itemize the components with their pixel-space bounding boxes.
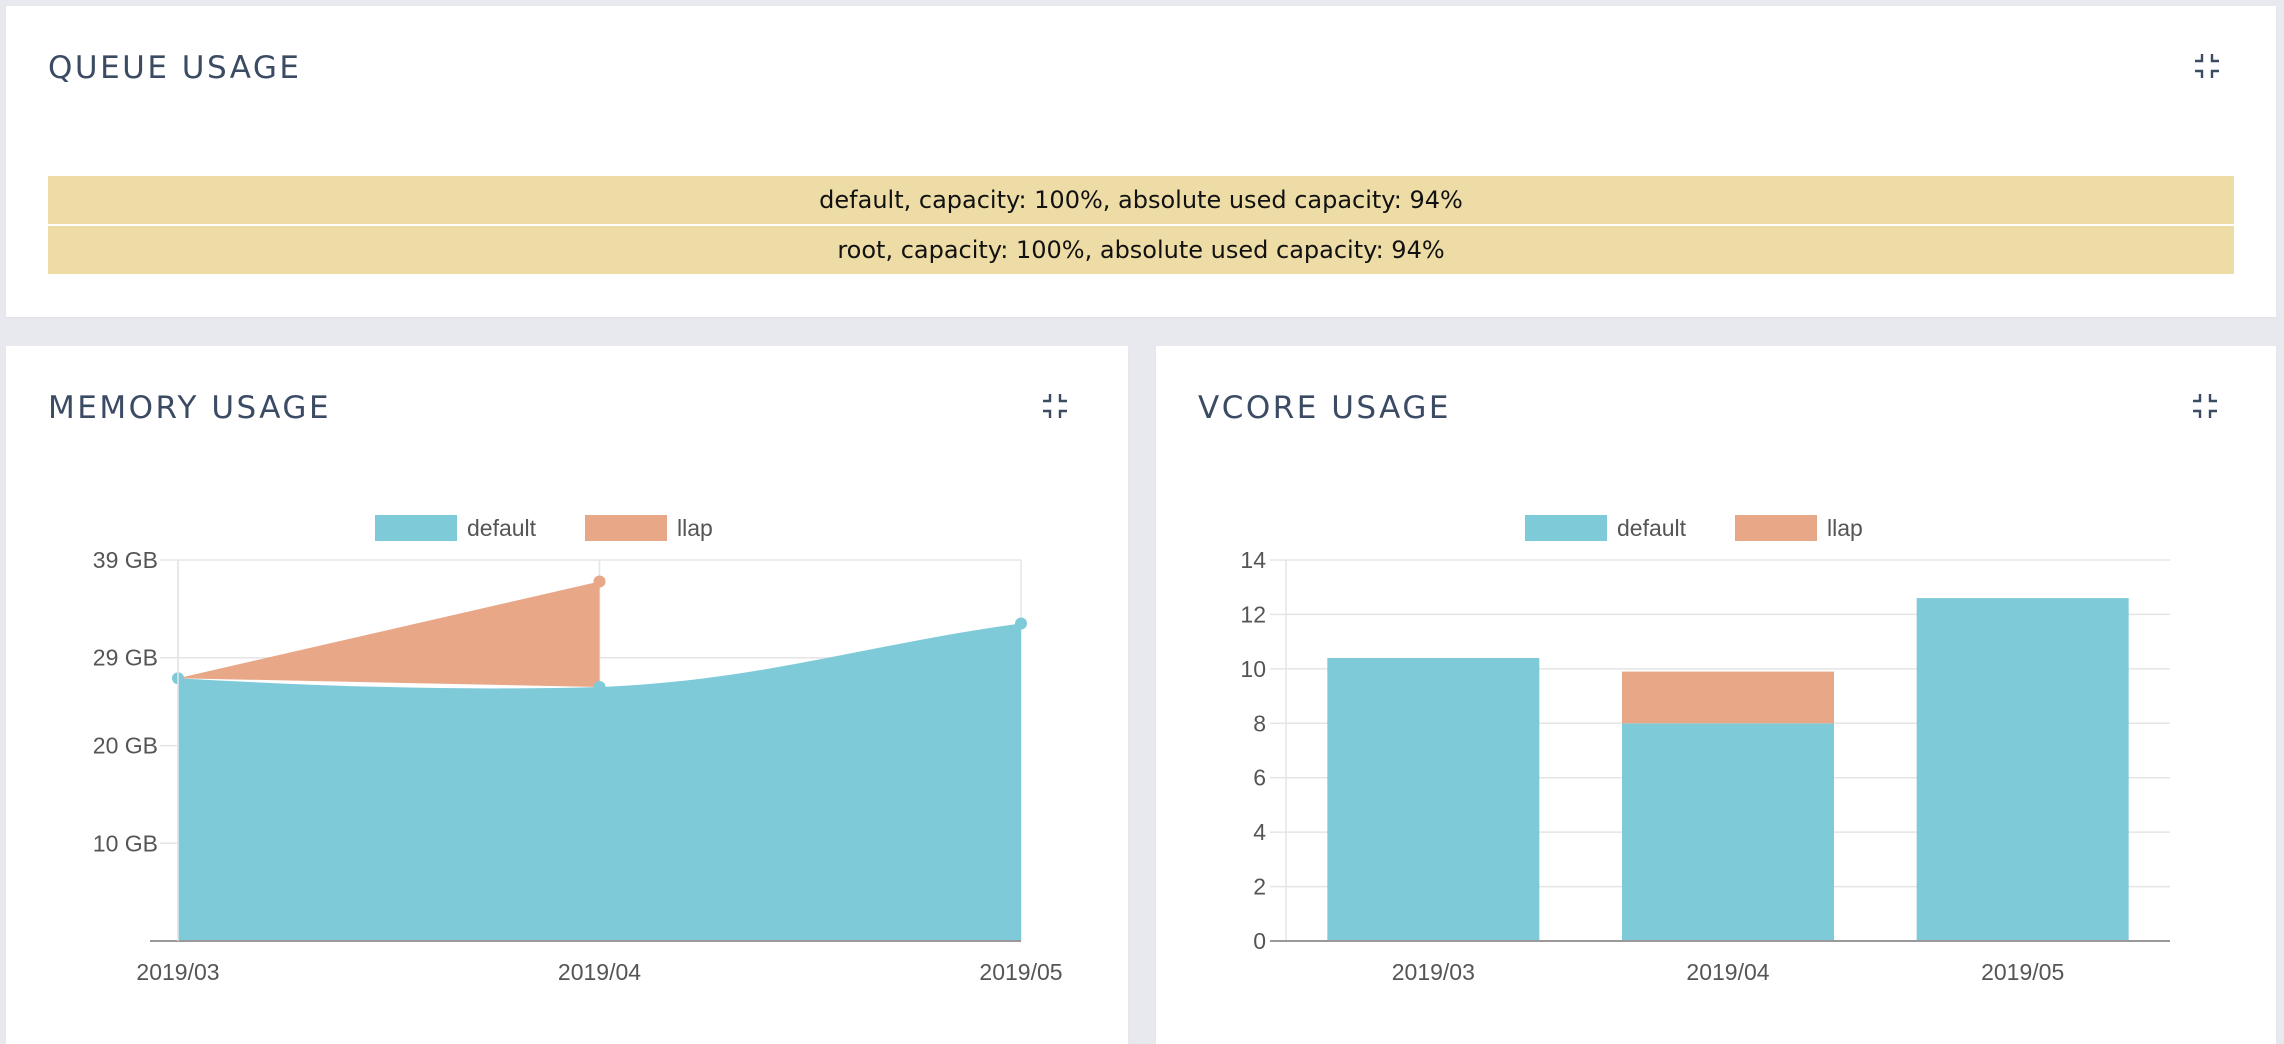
queue-usage-panel: QUEUE USAGE default, capacity: 100%, abs… xyxy=(6,6,2276,317)
queue-row-default: default, capacity: 100%, absolute used c… xyxy=(48,176,2234,224)
collapse-icon[interactable] xyxy=(1040,391,1070,421)
collapse-icon[interactable] xyxy=(2192,51,2222,81)
collapse-icon[interactable] xyxy=(2190,391,2220,421)
point-llap xyxy=(593,575,606,588)
bar-default xyxy=(1916,598,2129,941)
bar-default xyxy=(1622,723,1834,941)
y-tick-label: 2 xyxy=(1253,874,1266,900)
y-tick-label: 12 xyxy=(1240,601,1266,627)
vcore-usage-panel: VCORE USAGE 0 2 4 6 8 10 12 14 2019/03 2019/04 201… xyxy=(1156,346,2276,1044)
x-tick-label: 2019/03 xyxy=(136,959,219,985)
x-tick-label: 2019/04 xyxy=(558,959,641,985)
legend-swatch-llap xyxy=(585,515,667,541)
y-tick-label: 0 xyxy=(1253,928,1266,954)
legend-swatch-llap xyxy=(1735,515,1817,541)
legend-label-llap: llap xyxy=(677,515,713,541)
memory-usage-title: MEMORY USAGE xyxy=(48,390,332,426)
memory-usage-panel: MEMORY USAGE 10 GB 20 GB 29 GB 39 GB 2019/03… xyxy=(6,346,1128,1044)
area-llap xyxy=(178,581,600,687)
y-tick-label: 20 GB xyxy=(93,733,158,759)
y-tick-label: 6 xyxy=(1253,765,1266,791)
y-tick-label: 10 GB xyxy=(93,830,158,856)
legend-label-llap: llap xyxy=(1827,515,1863,541)
legend-label-default: default xyxy=(1617,515,1687,541)
x-tick-label: 2019/05 xyxy=(1981,959,2064,985)
legend-swatch-default xyxy=(1525,515,1607,541)
bar-llap xyxy=(1622,671,1834,724)
y-tick-label: 8 xyxy=(1253,710,1266,736)
y-tick-label: 4 xyxy=(1253,819,1266,845)
bar-default xyxy=(1327,657,1540,941)
x-tick-label: 2019/03 xyxy=(1392,959,1475,985)
y-tick-label: 14 xyxy=(1240,547,1266,573)
area-default xyxy=(178,623,1021,941)
legend-swatch-default xyxy=(375,515,457,541)
y-tick-label: 10 xyxy=(1240,656,1266,682)
point-default xyxy=(1015,617,1027,630)
vcore-usage-chart: 0 2 4 6 8 10 12 14 2019/03 2019/04 2019/05 default l… xyxy=(1240,515,2170,985)
queue-row-root: root, capacity: 100%, absolute used capa… xyxy=(48,226,2234,274)
point-default xyxy=(593,681,606,693)
memory-usage-chart: 10 GB 20 GB 29 GB 39 GB 2019/03 2019/04 2019/0… xyxy=(93,515,1063,985)
y-tick-label: 39 GB xyxy=(93,547,158,573)
x-tick-label: 2019/04 xyxy=(1686,959,1769,985)
x-tick-label: 2019/05 xyxy=(979,959,1062,985)
queue-usage-title: QUEUE USAGE xyxy=(48,50,302,86)
vcore-usage-title: VCORE USAGE xyxy=(1198,390,1451,426)
y-tick-label: 29 GB xyxy=(93,645,158,671)
legend-label-default: default xyxy=(467,515,537,541)
